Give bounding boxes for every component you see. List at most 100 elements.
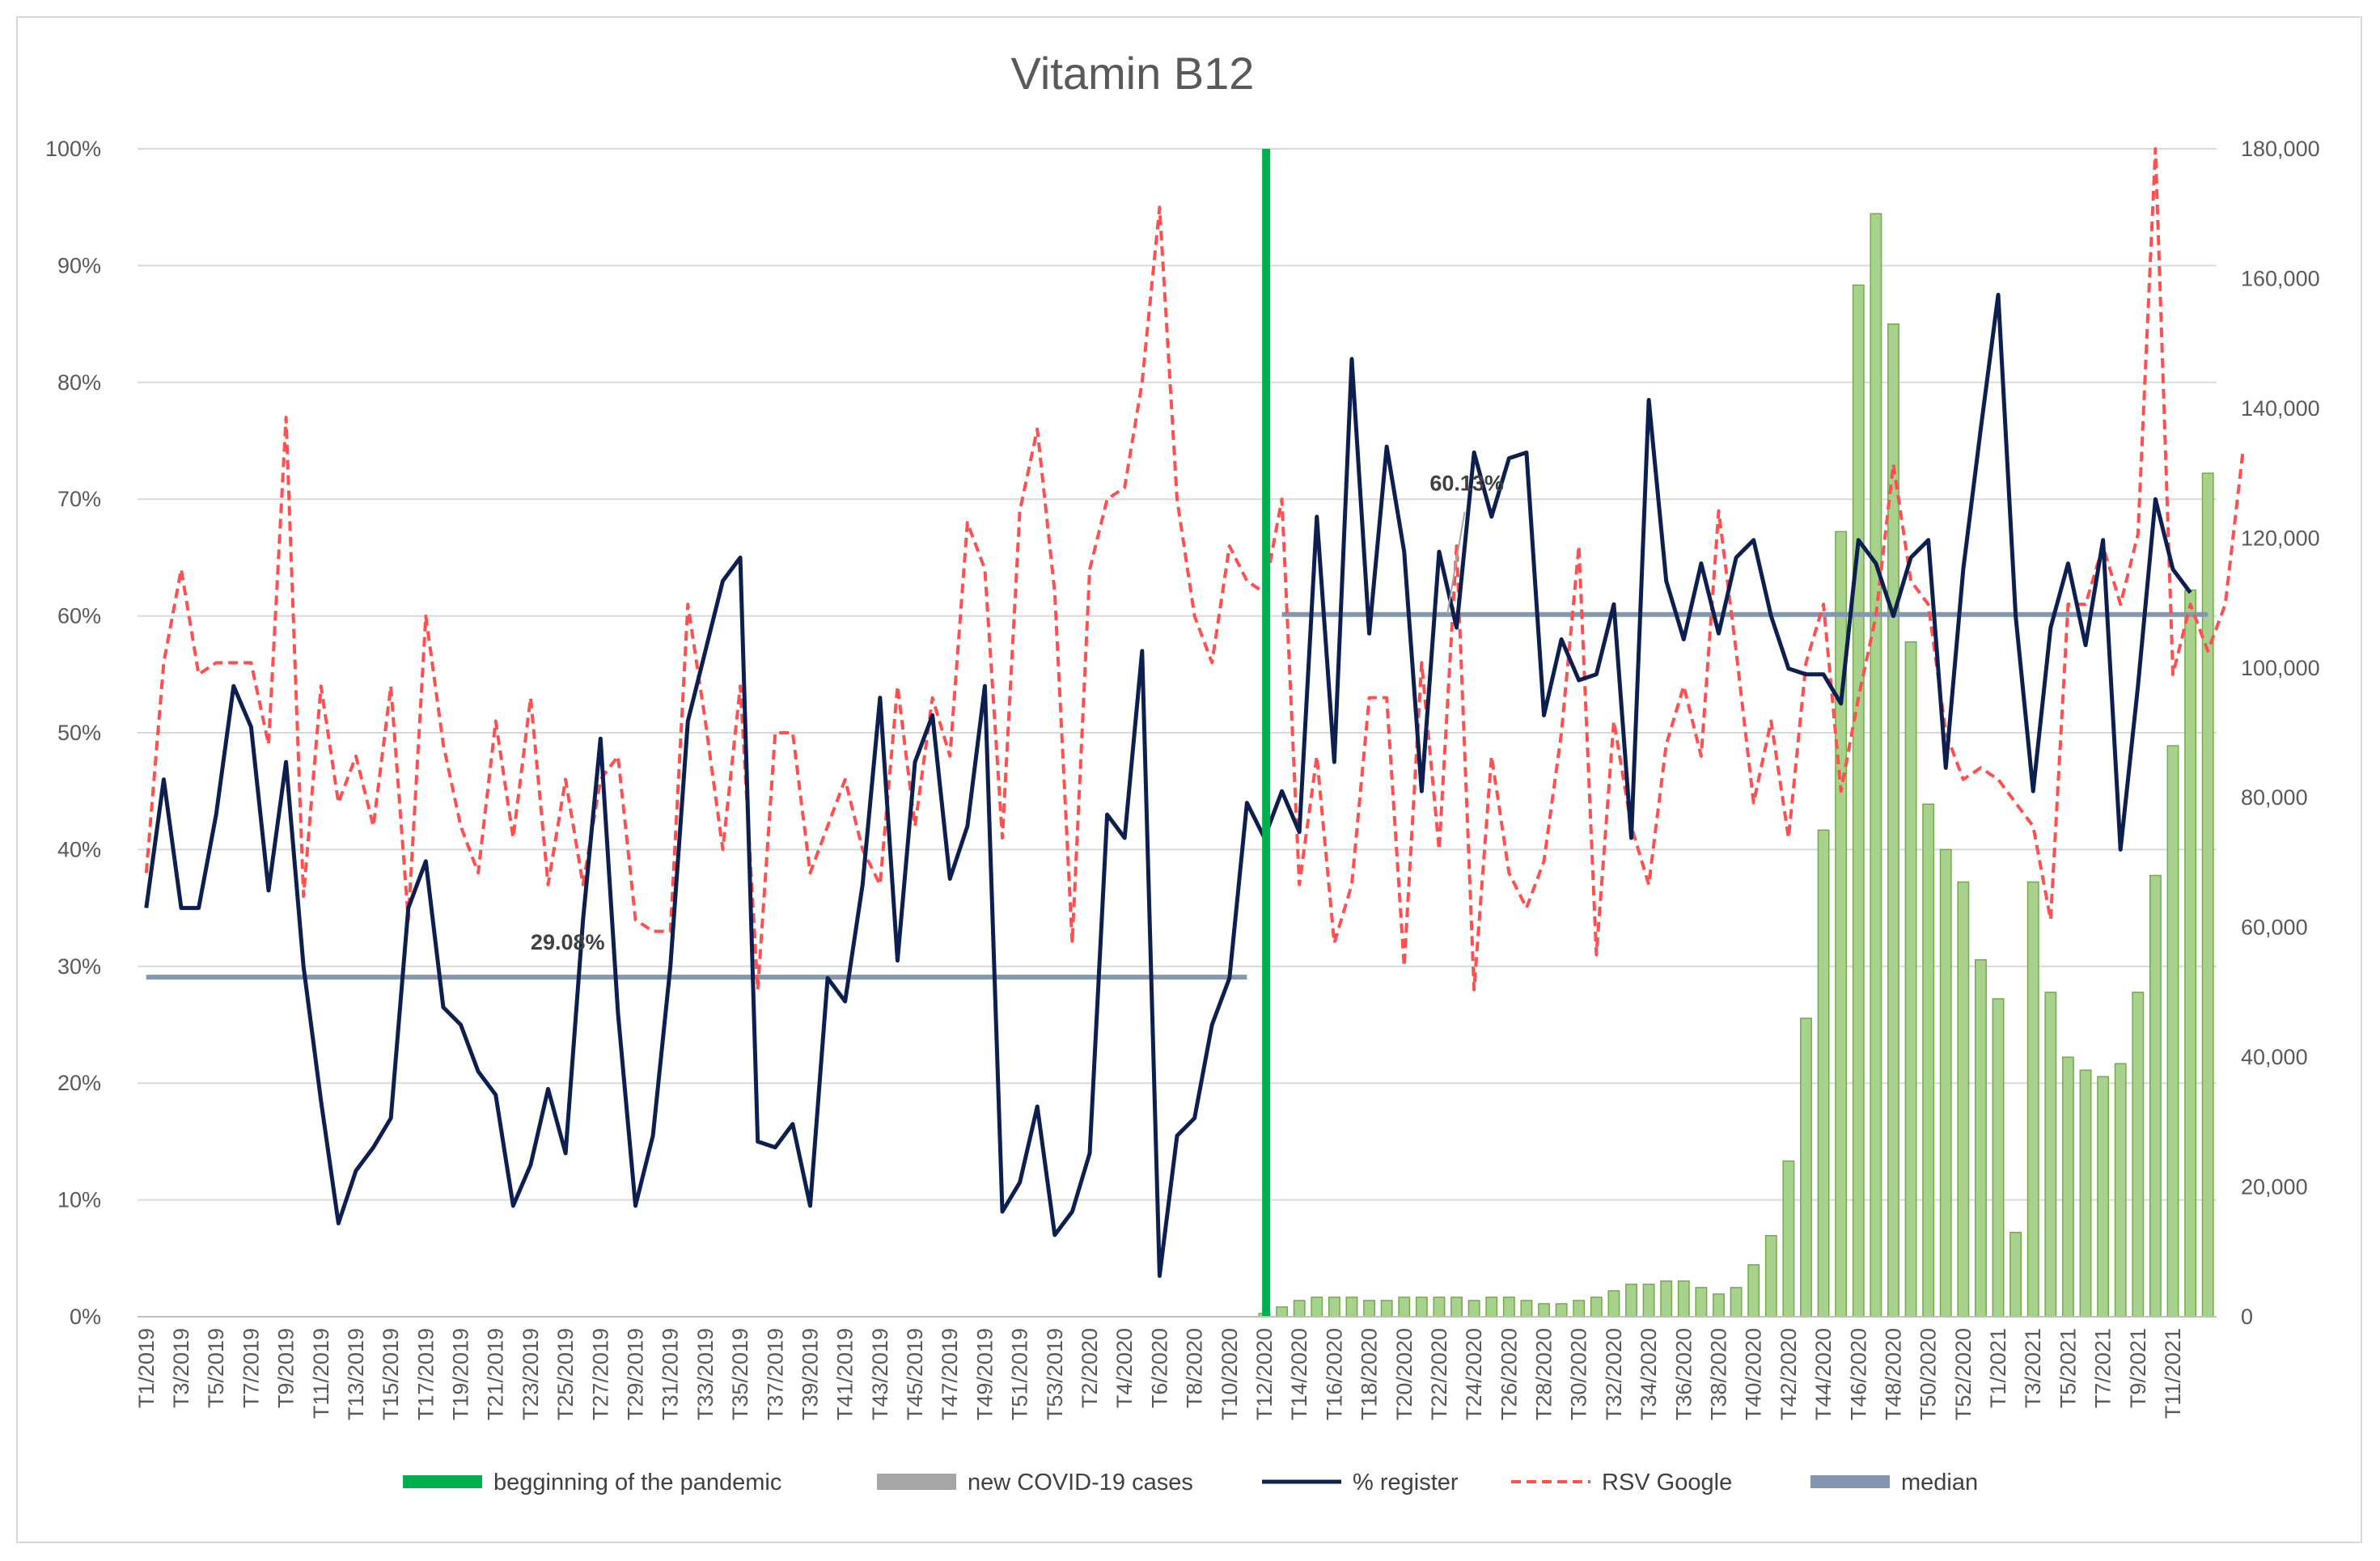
x-tick-label: T44/2020 — [1811, 1328, 1836, 1420]
x-tick-label: T11/2021 — [2161, 1328, 2185, 1419]
x-tick-label: T53/2019 — [1043, 1328, 1067, 1420]
x-tick-label: T29/2019 — [624, 1328, 648, 1420]
covid-cases-bar — [1555, 1303, 1568, 1318]
covid-cases-bar — [1398, 1297, 1411, 1318]
covid-cases-bar — [1363, 1300, 1376, 1318]
covid-cases-bar — [1520, 1300, 1533, 1318]
x-tick-label: T1/2019 — [134, 1328, 159, 1408]
legend-swatch — [1810, 1475, 1890, 1488]
x-tick-label: T11/2019 — [309, 1328, 333, 1419]
covid-cases-bar — [1852, 284, 1865, 1318]
covid-cases-bar — [1975, 959, 1987, 1318]
x-tick-label: T52/2020 — [1951, 1328, 1976, 1420]
y-left-tick-label: 10% — [57, 1188, 101, 1212]
x-tick-label: T13/2019 — [344, 1328, 368, 1420]
median-label-2019: 29.08% — [531, 930, 605, 954]
series-lines — [144, 147, 2245, 1278]
legend-label: % register — [1353, 1470, 1459, 1495]
median-label-2020: 60.13% — [1429, 472, 1504, 496]
chart-frame — [16, 16, 2362, 1543]
legend-label: median — [1901, 1470, 1978, 1495]
x-tick-label: T43/2019 — [868, 1328, 892, 1420]
x-tick-label: T41/2019 — [833, 1328, 858, 1420]
covid-cases-bar — [1800, 1017, 1812, 1318]
x-tick-label: T30/2020 — [1567, 1328, 1591, 1420]
y-axis-left: 0% 10% 20% 30% 40% 50% 60% 70% 80% 90% 100% — [45, 137, 101, 1329]
x-tick-label: T17/2019 — [413, 1328, 438, 1420]
x-tick-label: T10/2020 — [1218, 1328, 1242, 1420]
y-left-tick-label: 80% — [57, 370, 101, 395]
y-right-tick-label: 0 — [2241, 1305, 2253, 1329]
covid-cases-bar — [1957, 881, 1970, 1318]
covid-cases-bar — [1922, 803, 1935, 1318]
y-right-tick-label: 20,000 — [2241, 1175, 2308, 1199]
y-axis-right: 0 20,000 40,000 60,000 80,000 100,000 120,000 1… — [2241, 137, 2320, 1329]
x-tick-label: T5/2021 — [2056, 1328, 2080, 1408]
covid-cases-bar — [2201, 472, 2214, 1318]
legend-item-median: median — [1810, 1470, 1978, 1495]
y-left-tick-label: 100% — [45, 137, 101, 161]
legend-item-covid-cases: new COVID-19 cases — [877, 1470, 1193, 1495]
covid-cases-bar — [1625, 1284, 1637, 1318]
x-tick-label: T7/2021 — [2091, 1328, 2115, 1408]
y-right-tick-label: 180,000 — [2241, 137, 2320, 161]
covid-cases-bar — [1433, 1297, 1446, 1318]
x-tick-label: T3/2021 — [2021, 1328, 2045, 1408]
y-left-tick-label: 60% — [57, 604, 101, 628]
x-tick-label: T35/2019 — [728, 1328, 752, 1420]
x-tick-label: T12/2020 — [1252, 1328, 1277, 1420]
covid-cases-bar — [1502, 1297, 1515, 1318]
legend: begginning of the pandemic new COVID-19 c… — [403, 1470, 1978, 1495]
covid-cases-bar — [1328, 1297, 1340, 1318]
y-left-tick-label: 20% — [57, 1071, 101, 1095]
covid-cases-bar — [1276, 1306, 1289, 1318]
y-right-tick-label: 140,000 — [2241, 396, 2320, 421]
x-tick-label: T4/2020 — [1112, 1328, 1137, 1408]
covid-cases-bar — [2149, 874, 2162, 1318]
covid-cases-bar — [1677, 1280, 1690, 1318]
y-right-tick-label: 60,000 — [2241, 916, 2308, 940]
x-tick-label: T6/2020 — [1147, 1328, 1171, 1408]
x-tick-label: T50/2020 — [1916, 1328, 1941, 1420]
legend-label: begginning of the pandemic — [493, 1470, 781, 1495]
x-tick-label: T27/2019 — [588, 1328, 612, 1420]
y-right-tick-label: 160,000 — [2241, 266, 2320, 290]
register-line — [144, 293, 2192, 1278]
y-right-tick-label: 80,000 — [2241, 785, 2308, 810]
x-tick-label: T51/2019 — [1008, 1328, 1032, 1420]
covid-cases-bar — [2061, 1056, 2074, 1318]
x-tick-label: T25/2019 — [553, 1328, 578, 1420]
covid-cases-bar — [1485, 1297, 1498, 1318]
covid-cases-bars — [1258, 213, 2214, 1318]
legend-item-pandemic: begginning of the pandemic — [403, 1470, 781, 1495]
x-tick-label: T42/2020 — [1777, 1328, 1801, 1420]
covid-cases-bar — [1992, 998, 2005, 1318]
covid-cases-bar — [1450, 1297, 1463, 1318]
covid-cases-bar — [2166, 745, 2179, 1318]
x-tick-label: T18/2020 — [1357, 1328, 1382, 1420]
rsv-google-line — [144, 147, 2245, 992]
covid-cases-bar — [1939, 848, 1952, 1318]
covid-cases-bar — [1642, 1284, 1655, 1318]
x-tick-label: T34/2020 — [1637, 1328, 1661, 1420]
y-left-tick-label: 50% — [57, 721, 101, 745]
y-right-tick-label: 100,000 — [2241, 656, 2320, 680]
covid-cases-bar — [1538, 1303, 1550, 1318]
x-tick-label: T16/2020 — [1322, 1328, 1346, 1420]
covid-cases-bar — [1311, 1297, 1323, 1318]
covid-cases-bar — [1573, 1300, 1586, 1318]
covid-cases-bar — [1415, 1297, 1428, 1318]
legend-swatch — [877, 1474, 956, 1490]
x-tick-label: T37/2019 — [763, 1328, 787, 1420]
x-tick-label: T31/2019 — [659, 1328, 683, 1420]
x-tick-label: T24/2020 — [1462, 1328, 1486, 1420]
y-left-tick-label: 40% — [57, 837, 101, 861]
covid-cases-bar — [2184, 589, 2197, 1318]
x-tick-label: T32/2020 — [1602, 1328, 1626, 1420]
covid-cases-bar — [1380, 1300, 1393, 1318]
y-right-tick-label: 40,000 — [2241, 1045, 2308, 1069]
y-left-tick-label: 0% — [70, 1305, 101, 1329]
y-left-tick-label: 30% — [57, 954, 101, 979]
covid-cases-bar — [2097, 1076, 2110, 1318]
